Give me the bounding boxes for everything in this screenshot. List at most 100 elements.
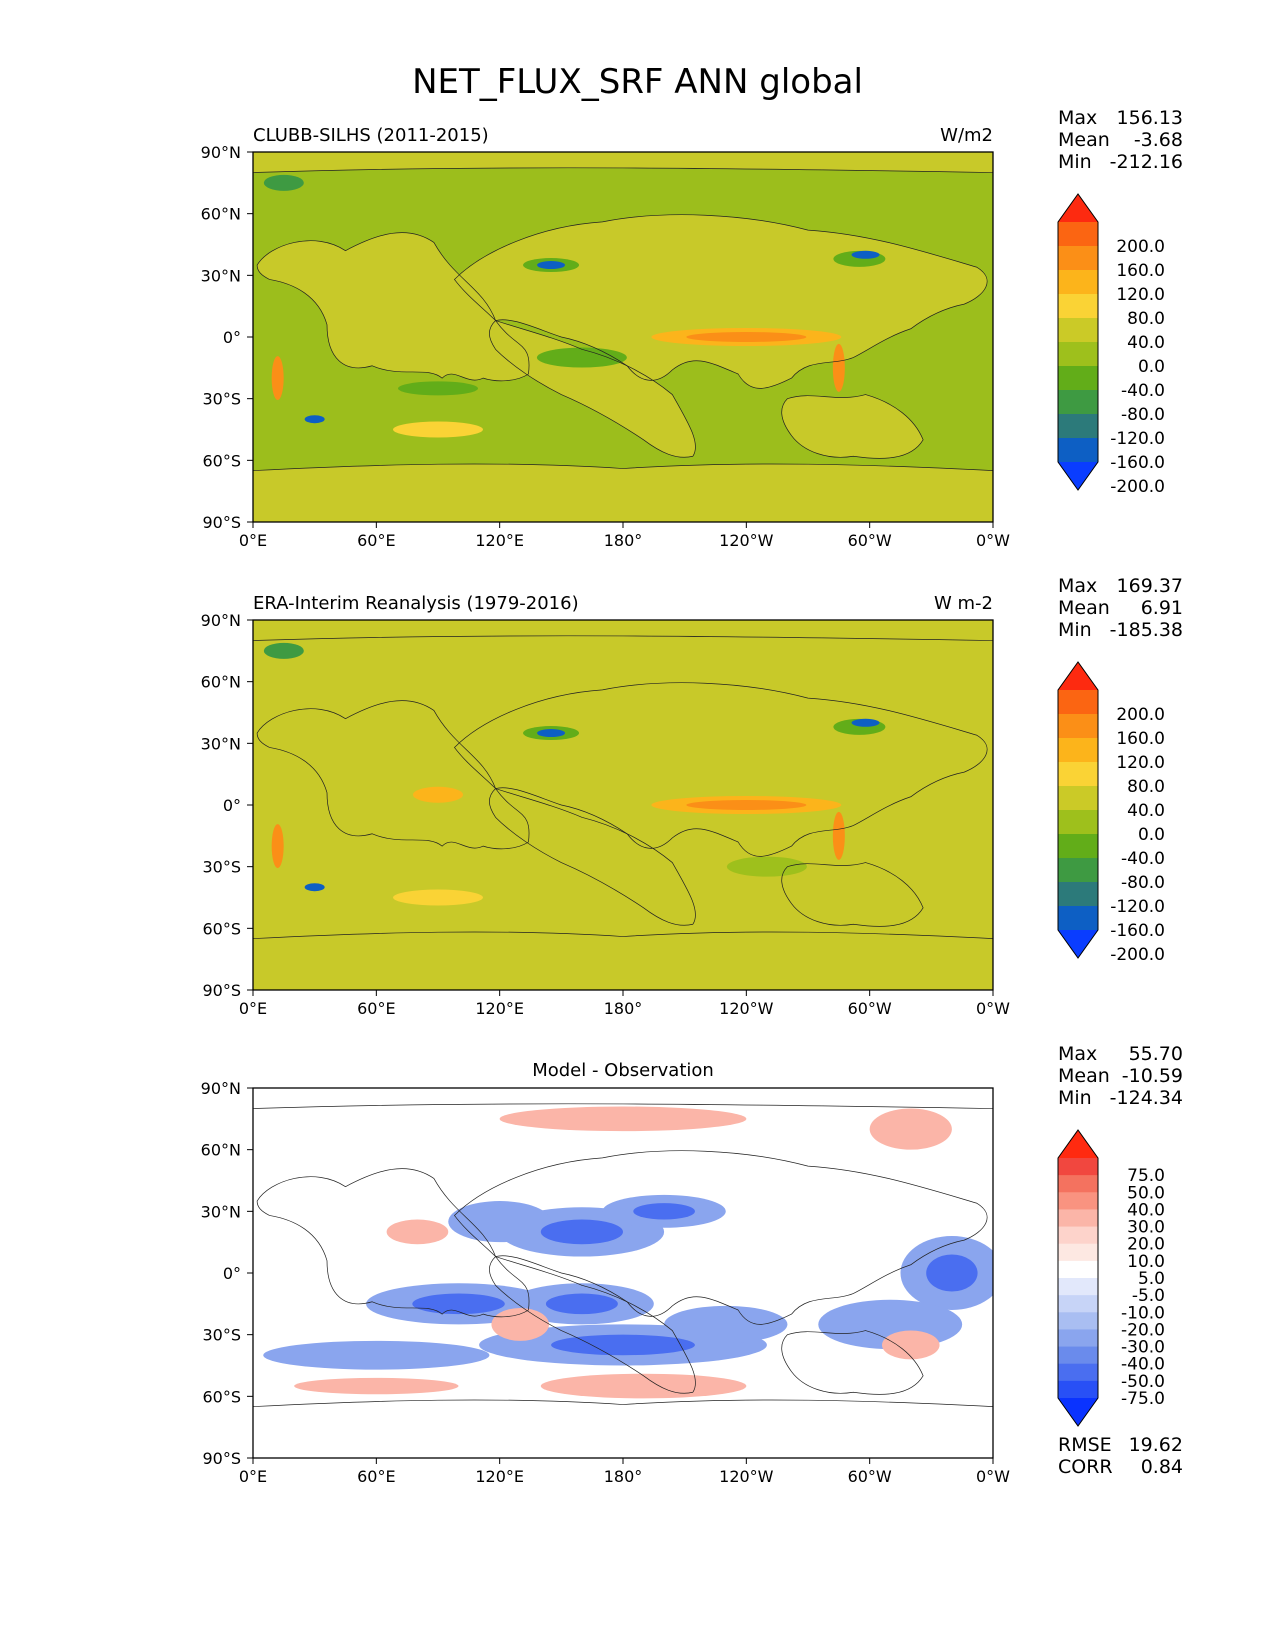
stat-mean-value: -3.68	[1134, 129, 1183, 151]
colorbar-segment	[1058, 1226, 1098, 1245]
colorbar-tick-label: 30.0	[1127, 1218, 1165, 1238]
map-field	[253, 152, 993, 522]
rmse-value: 19.62	[1129, 1434, 1183, 1456]
rmse-label: RMSE	[1058, 1434, 1112, 1456]
colorbar-segment	[1058, 1243, 1098, 1262]
colorbar-tick-label: 80.0	[1127, 777, 1165, 797]
field-blob	[537, 261, 566, 270]
colorbar-segment	[1058, 834, 1098, 859]
field-blob	[537, 729, 566, 738]
colorbar-outline	[1057, 661, 1099, 959]
land-fill	[253, 620, 993, 990]
x-tick-label: 0°E	[239, 999, 267, 1018]
field-blob	[271, 824, 284, 869]
stat-min-value: -185.38	[1110, 619, 1183, 641]
field-blob	[398, 381, 478, 396]
stat-mean-value: -10.59	[1122, 1065, 1183, 1087]
field-blob	[448, 1201, 552, 1243]
field-blob	[393, 889, 483, 906]
colorbar-segment	[1058, 906, 1098, 931]
colorbar-outline	[1057, 193, 1099, 491]
colorbar-segment	[1058, 318, 1098, 343]
field-blob	[633, 1203, 695, 1220]
colorbar-segment	[1058, 690, 1098, 715]
y-tick-label: 30°N	[201, 734, 241, 753]
y-tick-label: 0°	[223, 796, 241, 815]
coastlines	[253, 620, 993, 990]
colorbar-tick-label: -20.0	[1121, 1320, 1165, 1340]
stat-max-label: Max	[1058, 1043, 1097, 1065]
coastlines	[253, 152, 993, 522]
colorbar-tick-label: 20.0	[1127, 1235, 1165, 1255]
colorbar-segment	[1058, 270, 1098, 295]
colorbar-tick-label: -80.0	[1121, 405, 1165, 425]
colorbar-tick-label: -5.0	[1132, 1286, 1165, 1306]
x-tick-label: 60°E	[357, 531, 395, 550]
corr-label: CORR	[1058, 1456, 1113, 1478]
colorbar-tick-label: 75.0	[1127, 1166, 1165, 1186]
stat-min-label: Min	[1058, 151, 1092, 173]
stat-min-label: Min	[1058, 619, 1092, 641]
colorbar-extend-max	[1058, 662, 1098, 690]
colorbar-tick-label: -40.0	[1121, 1355, 1165, 1375]
field-blob	[832, 811, 845, 860]
colorbar-segment	[1058, 438, 1098, 463]
field-blob	[926, 1254, 978, 1292]
x-tick-label: 120°E	[475, 999, 524, 1018]
stat-mean-value: 6.91	[1141, 597, 1183, 619]
colorbar-tick-label: 40.0	[1127, 1200, 1165, 1220]
panel-units: W m-2	[934, 593, 993, 614]
colorbar-segment	[1058, 738, 1098, 763]
field-blob	[726, 856, 807, 877]
colorbar-tick-label: 0.0	[1138, 357, 1165, 377]
colorbar-segment	[1058, 810, 1098, 835]
x-tick-label: 120°E	[475, 1467, 524, 1486]
colorbar-tick-label: 200.0	[1116, 705, 1165, 725]
x-tick-label: 180°	[604, 999, 643, 1018]
colorbar-tick-label: -80.0	[1121, 873, 1165, 893]
x-tick-label: 0°E	[239, 1467, 267, 1486]
x-tick-label: 120°W	[719, 999, 774, 1018]
x-tick-label: 120°W	[719, 531, 774, 550]
colorbar-tick-label: -40.0	[1121, 849, 1165, 869]
field-blob	[263, 174, 304, 191]
colorbar-outline	[1057, 1129, 1099, 1427]
y-tick-label: 60°S	[202, 1387, 241, 1406]
colorbar-tick-label: -120.0	[1110, 897, 1165, 917]
field-blob	[869, 1108, 952, 1150]
colorbar-tick-label: -200.0	[1110, 477, 1165, 497]
panel-3: 0°E 60°E 120°E 180° 120°W 60°W 0°W 90°N 60°N 30°N…	[201, 1043, 1183, 1486]
field-blob	[540, 1219, 624, 1245]
colorbar-tick-label: -10.0	[1121, 1303, 1165, 1323]
y-tick-label: 30°N	[201, 1202, 241, 1221]
colorbar: 200.0 160.0 120.0 80.0 40.0 0.0 -40.0 -80.0 -120…	[1057, 661, 1165, 965]
field-blob	[499, 1106, 747, 1132]
colorbar-segment	[1058, 1363, 1098, 1382]
y-tick-label: 60°N	[201, 673, 241, 692]
stat-max-value: 169.37	[1117, 575, 1183, 597]
panel-title: Model - Observation	[532, 1060, 714, 1081]
stat-mean-label: Mean	[1058, 1065, 1110, 1087]
stat-max-label: Max	[1058, 107, 1097, 129]
panel-units: W/m2	[940, 125, 993, 146]
stat-min-label: Min	[1058, 1087, 1092, 1109]
colorbar-segment	[1058, 1260, 1098, 1279]
x-tick-label: 120°W	[719, 1467, 774, 1486]
y-tick-label: 90°S	[202, 1449, 241, 1468]
y-tick-label: 90°N	[201, 611, 241, 630]
colorbar-tick-label: -160.0	[1110, 921, 1165, 941]
colorbar-tick-label: -75.0	[1121, 1389, 1165, 1409]
x-tick-label: 60°W	[848, 1467, 892, 1486]
field-blob	[271, 356, 284, 401]
colorbar-segment	[1058, 1209, 1098, 1228]
panel-2: 0°E 60°E 120°E 180° 120°W 60°W 0°W 90°N 60°N 30°N…	[201, 575, 1183, 1018]
colorbar-segment	[1058, 414, 1098, 439]
field-blob	[545, 1293, 618, 1315]
colorbar-extend-min	[1058, 1398, 1098, 1426]
colorbar-segment	[1058, 1175, 1098, 1193]
y-tick-label: 60°S	[202, 919, 241, 938]
panel-title: CLUBB-SILHS (2011-2015)	[253, 125, 489, 146]
y-tick-label: 0°	[223, 1264, 241, 1283]
figure-title: NET_FLUX_SRF ANN global	[412, 62, 863, 102]
